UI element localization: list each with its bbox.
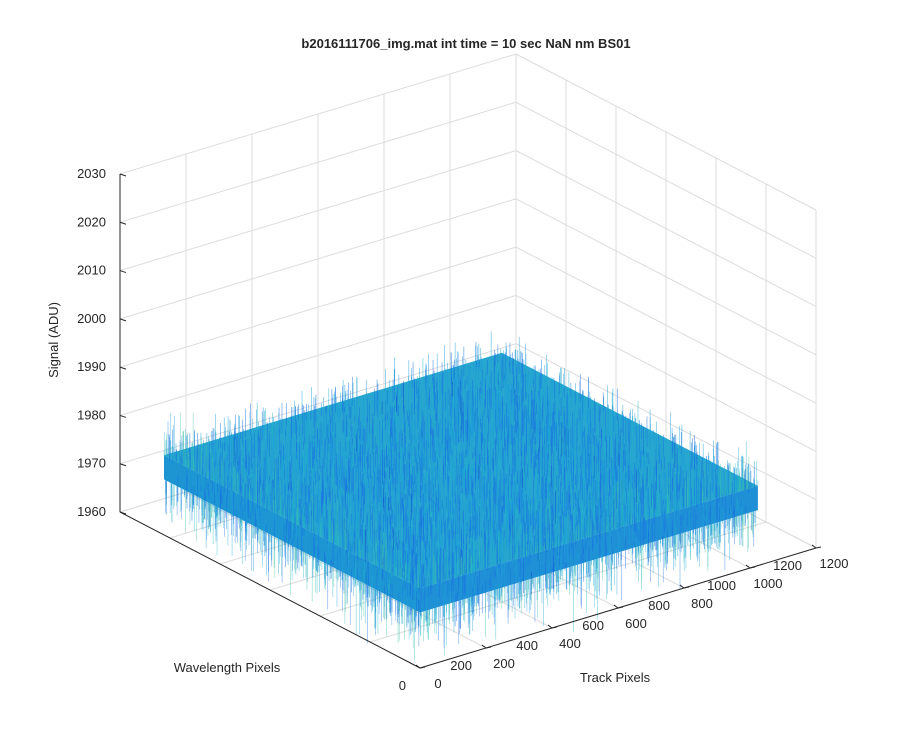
grid-line	[119, 101, 517, 223]
surface-body	[163, 331, 759, 661]
grid-line	[515, 53, 817, 211]
grid-line	[515, 294, 817, 452]
grid-line	[515, 150, 817, 308]
grid-line	[515, 246, 817, 404]
grid-line	[515, 343, 817, 501]
grid-line	[119, 246, 517, 368]
grid-line	[515, 198, 817, 356]
grid-line	[515, 101, 817, 259]
grid-line	[119, 294, 517, 416]
grid-line	[119, 53, 517, 175]
grid-line	[119, 198, 517, 320]
grid-line	[119, 150, 517, 272]
